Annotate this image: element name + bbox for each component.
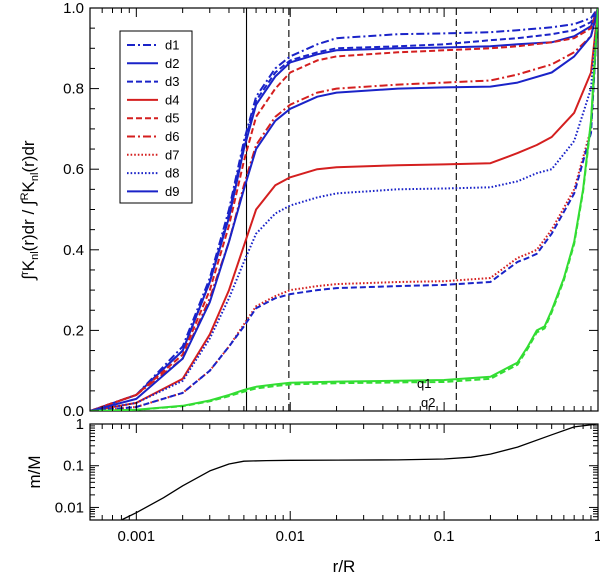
bottom-panel: 0.01 0.1 1 0.001 0.01 0.1 1 m/M r/R: [25, 416, 600, 576]
legend-label-d9: d9: [165, 184, 179, 199]
legend-box: [119, 30, 193, 204]
top-ytick-label: 1.0: [63, 0, 84, 17]
series-d6: [90, 8, 598, 411]
reference-lines: [245, 8, 457, 411]
top-ytick-label: 0.8: [63, 81, 84, 98]
series-group: [90, 8, 598, 411]
series-q2: [90, 8, 598, 411]
legend-label-d6: d6: [165, 129, 179, 144]
bottom-axis-ticks: [89, 423, 598, 521]
series-d9: [90, 8, 598, 411]
legend-label-d8: d8: [165, 166, 179, 181]
series-mass-fraction: [121, 424, 598, 520]
top-panel: 0.00.20.40.60.81.0 q1 q2 d1d2d3d4d5d6d7d…: [19, 0, 599, 420]
series-d3: [90, 8, 598, 411]
series-d5: [90, 8, 598, 411]
top-ytick-label: 0.4: [63, 242, 84, 259]
x-tick-labels: 0.001 0.01 0.1 1: [118, 528, 600, 545]
bottom-plot-frame: [89, 423, 599, 521]
y-axis-title: ∫rKnl(r)dr / ∫RKnl(r)dr: [19, 140, 41, 280]
mass-series-group: [121, 424, 598, 520]
xtick-label: 0.01: [276, 528, 305, 545]
top-ytick-label: 0.6: [63, 161, 84, 178]
series-q1: [90, 8, 598, 411]
bottom-y-axis-title: m/M: [25, 455, 44, 488]
top-ytick-label: 0.0: [63, 403, 84, 420]
series-d1: [90, 8, 598, 411]
bottom-y-tick-labels: 0.01 0.1 1: [55, 416, 84, 516]
series-d4: [90, 8, 598, 411]
xtick-label: 0.1: [434, 528, 455, 545]
legend-label-d5: d5: [165, 111, 179, 126]
xtick-label: 0.001: [118, 528, 156, 545]
bottom-ytick-label: 0.1: [63, 458, 84, 475]
legend-entries: d1 d2 d3 d4 d5 d6 d7 d8 d9: [127, 38, 179, 199]
bottom-ytick-label: 1: [76, 416, 84, 433]
xtick-label: 1: [594, 528, 600, 545]
series-d8: [90, 8, 598, 411]
bottom-ytick-label: 0.01: [55, 499, 84, 516]
series-d3-lower: [90, 8, 598, 411]
legend-label-d3: d3: [165, 74, 179, 89]
legend: d1 d2 d3 d4 d5 d6 d7 d8 d9: [119, 30, 193, 204]
x-axis-title: r/R: [333, 557, 356, 576]
annotation-q2: q2: [421, 395, 435, 410]
top-y-tick-labels: 0.0 0.2 0.4 0.6 0.8 1.0: [63, 0, 84, 420]
legend-label-d4: d4: [165, 92, 179, 107]
annotation-q1: q1: [417, 376, 431, 391]
legend-label-d2: d2: [165, 56, 179, 71]
legend-label-d7: d7: [165, 147, 179, 162]
top-axis-ticks: [89, 7, 598, 412]
top-ytick-label: 0.2: [63, 322, 84, 339]
legend-label-d1: d1: [165, 38, 179, 53]
series-d7: [90, 8, 598, 411]
